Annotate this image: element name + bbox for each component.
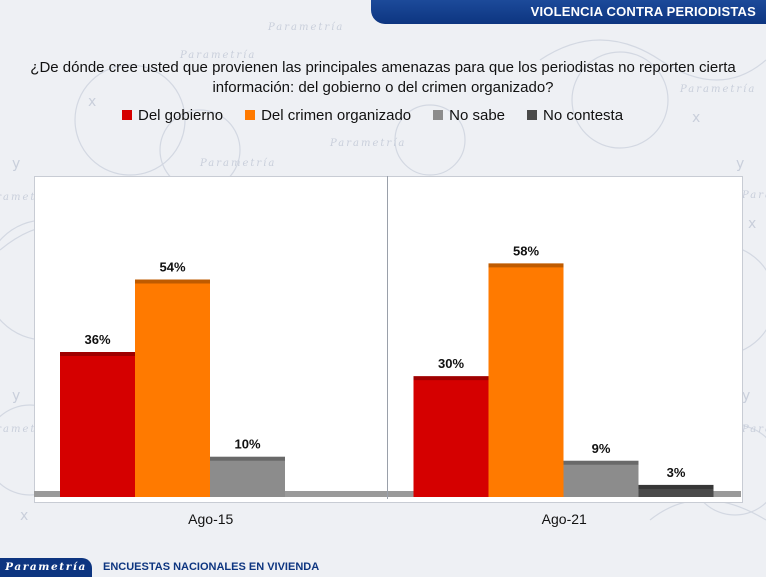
legend-label: Del crimen organizado <box>261 106 412 124</box>
legend-swatch <box>122 110 132 120</box>
data-label: 3% <box>667 465 686 480</box>
svg-text:x: x <box>20 508 28 524</box>
category-label: Ago-15 <box>188 511 233 527</box>
legend-item: Del gobierno <box>122 107 223 124</box>
watermark-text: Parametría <box>741 424 766 435</box>
header-bar: VIOLENCIA CONTRA PERIODISTAS <box>371 0 766 24</box>
bar-cap <box>563 460 639 465</box>
data-label: 36% <box>84 332 110 347</box>
svg-text:y: y <box>12 156 20 172</box>
data-label: 10% <box>234 437 260 452</box>
watermark-text: Parametría <box>267 22 344 33</box>
legend-label: Del gobierno <box>138 106 224 124</box>
chart-legend: Del gobierno Del crimen organizado No sabe… <box>122 105 645 125</box>
header-title: VIOLENCIA CONTRA PERIODISTAS <box>530 4 756 19</box>
bar <box>135 279 210 497</box>
footer-text: ENCUESTAS NACIONALES EN VIVIENDA <box>103 561 320 573</box>
svg-text:y: y <box>12 388 20 404</box>
watermark-text: Parametría <box>199 158 276 169</box>
legend-swatch <box>433 110 444 120</box>
bar-cap <box>210 456 285 461</box>
svg-text:y: y <box>742 388 750 404</box>
bar <box>413 376 489 497</box>
legend-item: Del crimen organizado <box>245 107 411 124</box>
svg-text:y: y <box>736 156 744 172</box>
bar <box>638 484 714 497</box>
watermark-text: Parametría <box>329 138 406 149</box>
category-label: Ago-21 <box>542 511 587 527</box>
footer-brand-logo: Parametría <box>0 558 92 577</box>
bar <box>488 263 564 497</box>
data-label: 54% <box>159 260 185 275</box>
bar-cap <box>60 352 135 356</box>
bar <box>60 352 135 497</box>
legend-swatch <box>245 110 256 120</box>
bar <box>210 456 285 497</box>
watermark-text: Parametría <box>741 190 766 201</box>
bar-cap <box>413 376 489 381</box>
bar-chart: 36% 54% 10% Ago-15 30% 58% 9% 3% Ago-21 <box>34 176 741 527</box>
footer: Parametría ENCUESTAS NACIONALES EN VIVIE… <box>0 558 766 577</box>
bar-cap <box>488 263 564 268</box>
data-label: 30% <box>438 356 464 371</box>
legend-label: No contesta <box>543 106 624 124</box>
bar-cap <box>135 279 210 284</box>
svg-text:x: x <box>748 216 756 232</box>
bar <box>563 460 639 497</box>
data-label: 58% <box>513 243 539 258</box>
legend-item: No contesta <box>527 107 623 124</box>
legend-swatch <box>527 110 538 120</box>
legend-label: No sabe <box>449 106 506 124</box>
legend-item: No sabe <box>433 107 505 124</box>
bar-cap <box>638 484 714 489</box>
data-label: 9% <box>592 441 611 456</box>
svg-text:x: x <box>692 110 700 126</box>
survey-question: ¿De dónde cree usted que provienen las p… <box>30 59 736 96</box>
